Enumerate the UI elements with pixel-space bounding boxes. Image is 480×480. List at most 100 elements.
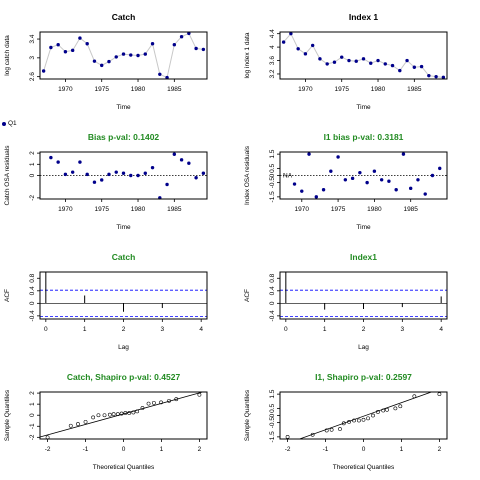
qq-point [131,410,136,415]
y-tick-label: -1 [29,423,36,429]
data-point [179,158,184,162]
data-point [372,169,377,173]
panel-8: I1, Shapiro p-val: 0.2597 Theoretical Qua… [244,372,448,471]
qq-point [91,415,96,420]
x-tick-label: 1975 [331,206,346,213]
data-point [408,186,413,191]
panel-title: I1 bias p-val: 0.3181 [324,132,404,142]
y-tick-label: 0.5 [269,403,276,412]
qq-point [107,412,112,417]
y-axis-label: log index 1 data [244,32,251,78]
data-point [85,42,89,46]
data-point [379,178,384,182]
qq-point [96,413,101,418]
qq-point [146,401,151,406]
qq-point [398,404,403,409]
panel-4: I1 bias p-val: 0.3181 Time Index OSA resid… [244,132,448,231]
panel-title: Index 1 [349,12,379,22]
y-axis-label: Index OSA residuals [244,145,251,205]
x-axis-label: Theoretical Quantiles [333,464,395,471]
data-point [361,57,366,61]
y-axis-label: Catch OSA residuals [4,145,11,206]
x-axis-label: Lag [118,344,129,351]
x-tick-label: 1980 [131,86,146,93]
data-point [78,160,82,164]
data-point [150,165,155,170]
qq-point [371,413,375,418]
y-axis-label: log catch data [4,35,11,76]
data-point [143,171,147,175]
x-tick-label: 3 [401,326,405,333]
data-point [296,47,300,51]
x-tick-label: 1985 [167,206,182,213]
x-axis-label: Time [356,224,371,231]
panel-title: Catch, Shapiro p-val: 0.4527 [67,372,181,382]
data-point [143,52,147,56]
qq-point [111,412,116,417]
qq-point [352,418,356,423]
qq-point [285,434,290,439]
data-point [423,192,427,196]
x-tick-label: -2 [285,446,291,453]
data-point [63,172,68,177]
data-point [390,63,395,68]
data-point [434,74,438,79]
panel-frame [279,31,448,80]
qq-point [119,411,124,416]
legend: Q1 [2,120,17,127]
x-tick-label: 0 [362,446,366,453]
data-point [201,47,206,52]
qq-point [437,392,442,397]
data-point [187,161,191,165]
y-tick-label: 0.8 [269,273,276,282]
qq-point [329,427,334,432]
data-point [201,171,206,175]
data-point [350,176,355,181]
data-point [136,173,140,178]
x-tick-label: 0 [284,326,288,333]
x-tick-label: 0 [122,446,126,453]
y-axis-label: Sample Quantiles [4,389,11,441]
data-point [310,43,315,48]
panel-5: Catch Lag ACF 0 1 2 3 4 -0.4 0 0.4 0.8 [4,252,208,351]
x-tick-label: 1975 [334,86,349,93]
x-tick-label: 1980 [367,206,382,213]
qq-point [167,398,171,403]
qq-point [385,407,389,412]
qq-reference-line [39,391,203,438]
y-tick-label: 1.5 [269,389,276,398]
data-point [107,172,111,177]
x-tick-label: 1980 [131,206,146,213]
x-axis-label: Time [356,104,371,111]
y-tick-label: -2 [29,434,36,440]
data-point [129,53,133,57]
data-point [318,57,322,61]
qq-point [127,411,132,415]
data-point [314,195,319,199]
panel-frame [39,391,208,440]
y-tick-label: 1 [29,162,36,166]
y-tick-label: 4.4 [269,29,276,38]
y-tick-label: 0.4 [29,286,36,295]
x-tick-label: -1 [83,446,89,453]
qq-point [324,428,329,433]
y-tick-label: 3 [29,56,36,60]
y-tick-label: -0.4 [29,310,36,322]
panel-title: Catch [112,252,136,262]
data-point [438,166,442,171]
data-point [85,172,89,177]
data-point [179,35,184,39]
data-point [332,60,337,64]
qq-point [357,418,361,423]
qq-point [76,422,80,426]
data-point [343,178,348,182]
y-tick-label: 4 [269,45,276,49]
qq-point [412,394,417,399]
data-point [114,170,118,174]
x-tick-label: 1975 [94,86,109,93]
x-axis-label: Theoretical Quantiles [93,464,155,471]
y-tick-label: 3.2 [269,69,276,78]
data-point [321,188,326,192]
data-point [292,182,297,186]
data-point [401,152,406,156]
